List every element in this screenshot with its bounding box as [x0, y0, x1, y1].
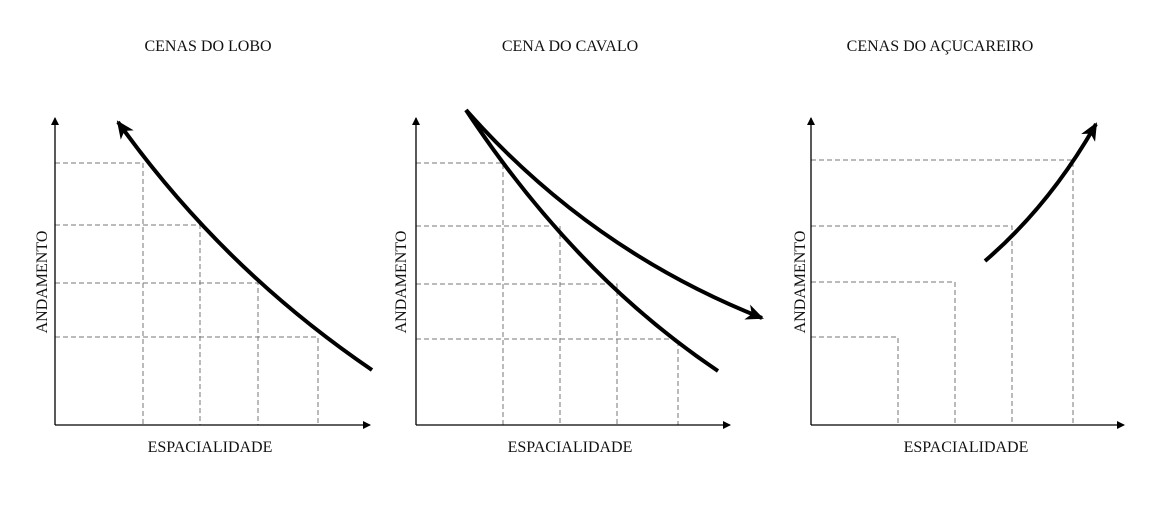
y-label: ANDAMENTO: [34, 231, 51, 334]
x-label: ESPACIALIDADE: [148, 439, 273, 456]
panel-cavalo: CENA DO CAVALO ESPACIALIDADE ANDAMENTO: [393, 38, 764, 456]
curve: [116, 120, 374, 372]
panel-title: CENAS DO LOBO: [144, 38, 271, 55]
x-label: ESPACIALIDADE: [904, 439, 1029, 456]
panel-title: CENAS DO AÇUCAREIRO: [847, 38, 1034, 55]
curve: [464, 108, 720, 373]
panel-acucareiro: CENAS DO AÇUCAREIRO ESPACIALIDADE ANDAME…: [792, 38, 1125, 456]
y-label: ANDAMENTO: [792, 231, 809, 334]
y-label: ANDAMENTO: [393, 231, 410, 334]
grid-lines: [416, 162, 679, 425]
grid-lines: [55, 162, 319, 425]
panel-lobo: CENAS DO LOBO ESPACIALIDADE ANDAMENTO: [34, 38, 374, 456]
grid-lines: [811, 159, 1074, 425]
x-label: ESPACIALIDADE: [508, 439, 633, 456]
panel-title: CENA DO CAVALO: [502, 38, 638, 55]
curve: [464, 108, 764, 320]
curve: [983, 122, 1098, 263]
